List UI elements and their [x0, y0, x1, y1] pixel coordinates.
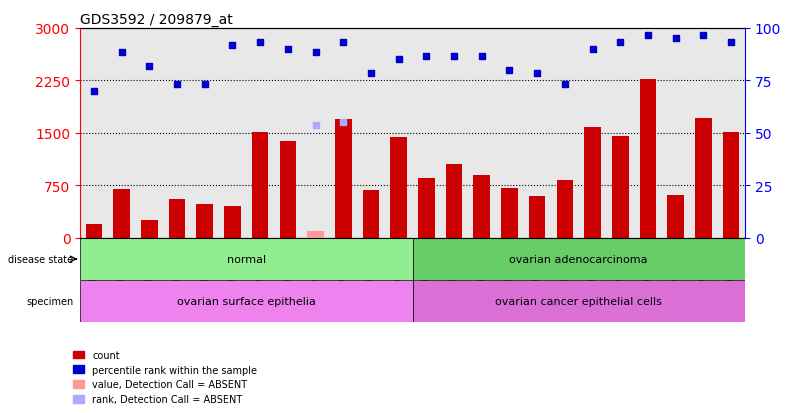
Point [143, 64, 155, 71]
Bar [418, 179, 435, 238]
FancyBboxPatch shape [80, 238, 413, 280]
Text: ovarian cancer epithelial cells: ovarian cancer epithelial cells [495, 296, 662, 306]
Bar [224, 206, 241, 238]
Bar [114, 190, 130, 238]
Point [670, 36, 682, 43]
Point [725, 40, 738, 46]
Text: ovarian adenocarcinoma: ovarian adenocarcinoma [509, 254, 648, 264]
Point [420, 54, 433, 60]
Point [614, 40, 626, 46]
Point [642, 33, 654, 39]
Point [586, 47, 599, 53]
Bar [280, 141, 296, 238]
Point [364, 71, 377, 78]
Point [171, 81, 183, 88]
Bar [335, 120, 352, 238]
Point [503, 67, 516, 74]
Point [226, 43, 239, 50]
Point [531, 71, 544, 78]
Legend: count, percentile rank within the sample, value, Detection Call = ABSENT, rank, : count, percentile rank within the sample… [69, 346, 261, 408]
Point [309, 50, 322, 57]
Bar [390, 138, 407, 238]
Bar [667, 196, 684, 238]
FancyBboxPatch shape [413, 280, 745, 322]
Text: ovarian surface epithelia: ovarian surface epithelia [177, 296, 316, 306]
Bar [141, 221, 158, 238]
Point [337, 40, 350, 46]
Bar [723, 132, 739, 238]
Point [87, 88, 100, 95]
Point [337, 120, 350, 126]
Text: disease state: disease state [8, 254, 74, 264]
Point [392, 57, 405, 64]
Point [281, 47, 294, 53]
Bar [529, 197, 545, 238]
Bar [363, 191, 380, 238]
Point [309, 122, 322, 128]
Point [697, 33, 710, 39]
FancyBboxPatch shape [413, 238, 745, 280]
Point [115, 50, 128, 57]
Bar [640, 80, 656, 238]
Bar [557, 180, 574, 238]
Bar [473, 176, 490, 238]
Bar [252, 132, 268, 238]
FancyBboxPatch shape [80, 280, 413, 322]
Bar [695, 118, 711, 238]
Point [448, 54, 461, 60]
Bar [196, 205, 213, 238]
Bar [308, 231, 324, 238]
Point [199, 81, 211, 88]
Point [475, 54, 488, 60]
Text: GDS3592 / 209879_at: GDS3592 / 209879_at [80, 12, 233, 26]
Bar [169, 200, 185, 238]
Bar [86, 224, 103, 238]
Bar [612, 136, 629, 238]
Text: normal: normal [227, 254, 266, 264]
Bar [584, 128, 601, 238]
Bar [445, 164, 462, 238]
Point [254, 40, 267, 46]
Text: specimen: specimen [26, 296, 74, 306]
Point [558, 81, 571, 88]
Bar [501, 188, 517, 238]
